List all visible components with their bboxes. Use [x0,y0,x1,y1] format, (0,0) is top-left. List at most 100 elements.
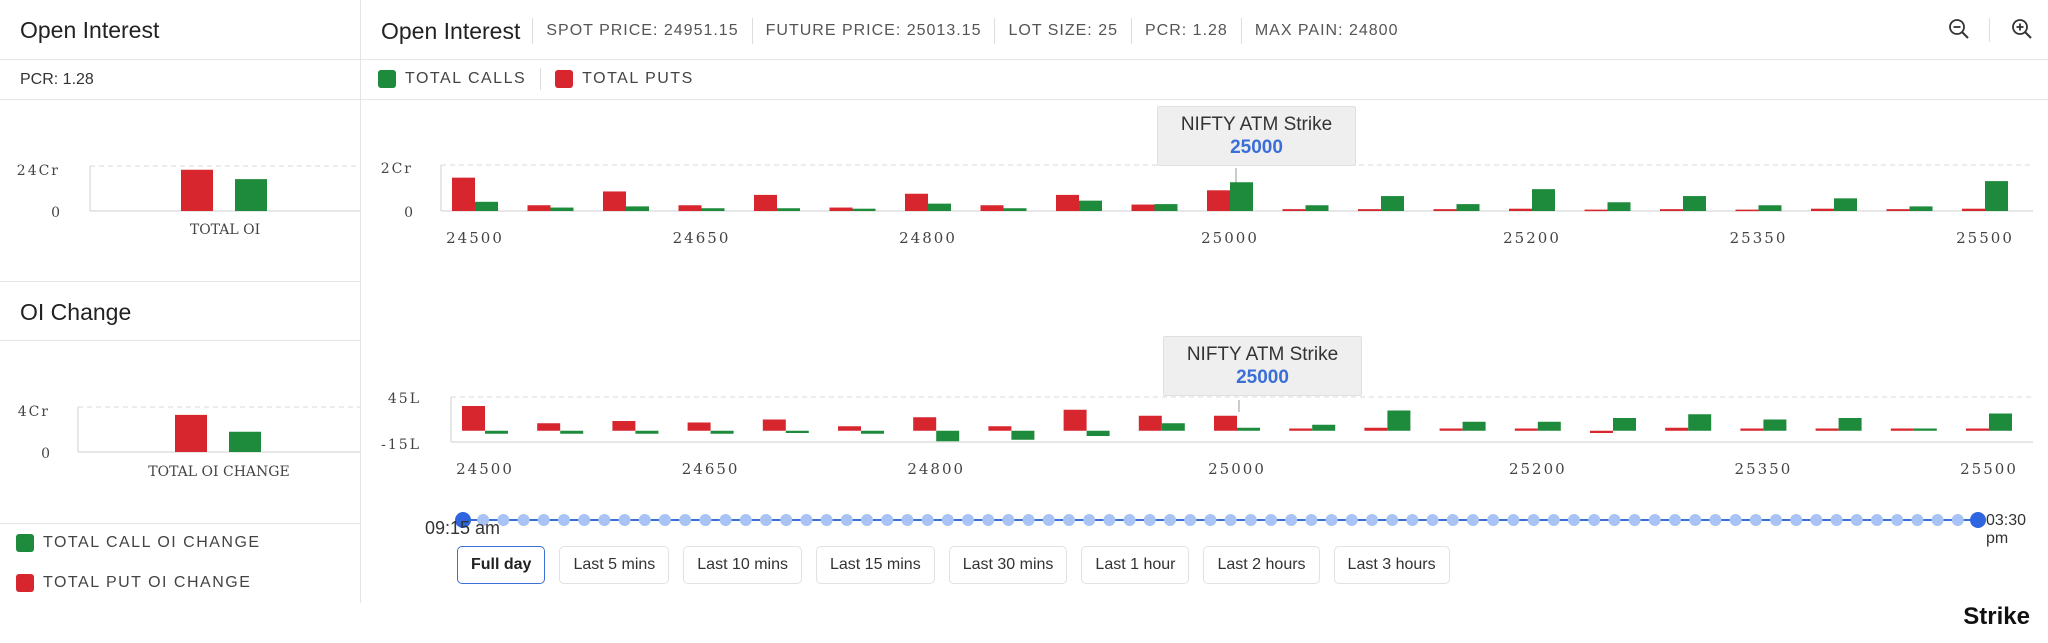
slider-tick[interactable] [1042,514,1055,526]
last-10-mins-button[interactable]: Last 10 mins [683,546,802,584]
oi-change-title: OI Change [20,299,132,325]
slider-tick[interactable] [962,514,974,526]
slider-tick[interactable] [1850,514,1863,526]
slider-tick[interactable] [1749,514,1762,526]
slider-tick[interactable] [537,514,550,526]
put-bar [980,205,1004,211]
slider-tick[interactable] [1305,514,1318,526]
slider-tick[interactable] [1628,514,1641,526]
full-day-button[interactable]: Full day [457,546,546,584]
slider-tick[interactable] [1285,514,1298,526]
slider-tick[interactable] [719,514,732,526]
last-1-hour-button[interactable]: Last 1 hour [1081,546,1190,584]
slider-tick[interactable] [1204,514,1217,526]
slider-tick[interactable] [1244,514,1257,526]
atm-strike-tooltip: NIFTY ATM Strike 25000 [1163,336,1362,396]
call-bar [1834,198,1857,211]
slider-tick[interactable] [618,514,631,526]
slider-tick[interactable] [861,514,873,526]
slider-tick[interactable] [921,514,934,526]
slider-tick[interactable] [1406,514,1419,526]
slider-tick[interactable] [497,514,510,526]
strike-logo: Strike [1963,603,2030,630]
slider-tick[interactable] [739,514,752,526]
slider-tick[interactable] [1608,514,1621,526]
slider-tick[interactable] [1689,514,1702,526]
slider-tick[interactable] [558,514,570,526]
slider-tick[interactable] [578,514,591,526]
slider-tick[interactable] [982,514,995,526]
slider-tick[interactable] [1345,514,1358,526]
slider-tick[interactable] [1083,514,1096,526]
time-slider[interactable] [440,505,2000,535]
slider-tick[interactable] [881,514,894,526]
slider-tick[interactable] [1022,514,1035,526]
slider-tick[interactable] [800,514,813,526]
slider-tick[interactable] [1527,514,1540,526]
slider-tick[interactable] [1568,514,1580,526]
slider-tick[interactable] [1265,514,1277,526]
slider-tick[interactable] [1790,514,1803,526]
put-bar [1358,209,1381,211]
call-bar [1913,428,1937,431]
slider-tick[interactable] [1810,514,1823,526]
slider-tick[interactable] [901,514,914,526]
slider-tick[interactable] [477,514,490,526]
legend-calls[interactable]: TOTAL CALLS [405,70,527,87]
slider-start-handle[interactable] [455,512,471,528]
slider-tick[interactable] [820,514,833,526]
slider-tick[interactable] [1871,514,1883,526]
slider-tick[interactable] [1891,514,1904,526]
slider-tick[interactable] [638,514,651,526]
slider-tick[interactable] [1669,514,1681,526]
slider-tick[interactable] [941,514,954,526]
slider-tick[interactable] [1103,514,1116,526]
slider-tick[interactable] [1588,514,1601,526]
slider-tick[interactable] [760,514,772,526]
call-bar [550,207,574,211]
slider-tick[interactable] [1386,514,1399,526]
slider-tick[interactable] [1002,514,1015,526]
slider-tick[interactable] [1931,514,1944,526]
zoom-in-icon[interactable] [2010,17,2034,41]
legend-call-oi-change[interactable]: TOTAL CALL OI CHANGE [16,534,261,552]
legend-put-oi-change[interactable]: TOTAL PUT OI CHANGE [16,574,251,592]
slider-tick[interactable] [1123,514,1136,526]
slider-end-handle[interactable] [1970,512,1986,528]
slider-tick[interactable] [1951,514,1964,526]
last-5-mins-button[interactable]: Last 5 mins [559,546,670,584]
slider-tick[interactable] [1143,514,1156,526]
slider-tick[interactable] [1487,514,1500,526]
last-30-mins-button[interactable]: Last 30 mins [948,546,1068,584]
slider-tick[interactable] [1911,514,1924,526]
slider-tick[interactable] [1164,514,1176,526]
slider-tick[interactable] [1184,514,1197,526]
slider-tick[interactable] [699,514,712,526]
timeline-start-label: 09:15 am [425,518,501,538]
slider-tick[interactable] [1325,514,1338,526]
slider-tick[interactable] [1830,514,1843,526]
slider-tick[interactable] [517,514,530,526]
legend-puts[interactable]: TOTAL PUTS [582,70,694,87]
zoom-out-icon[interactable] [1947,17,1971,41]
slider-tick[interactable] [1729,514,1742,526]
slider-tick[interactable] [659,514,671,526]
slider-tick[interactable] [679,514,692,526]
slider-tick[interactable] [1426,514,1439,526]
slider-tick[interactable] [1770,514,1782,526]
slider-tick[interactable] [1547,514,1560,526]
slider-tick[interactable] [1648,514,1661,526]
last-15-mins-button[interactable]: Last 15 mins [815,546,935,584]
slider-tick[interactable] [1366,514,1378,526]
last-2-hours-button[interactable]: Last 2 hours [1203,546,1320,584]
slider-tick[interactable] [1224,514,1237,526]
slider-tick[interactable] [780,514,793,526]
slider-tick[interactable] [840,514,853,526]
slider-tick[interactable] [598,514,611,526]
slider-tick[interactable] [1507,514,1520,526]
slider-tick[interactable] [1446,514,1459,526]
slider-tick[interactable] [1709,514,1722,526]
last-3-hours-button[interactable]: Last 3 hours [1333,546,1450,584]
slider-tick[interactable] [1467,514,1479,526]
slider-tick[interactable] [1063,514,1075,526]
